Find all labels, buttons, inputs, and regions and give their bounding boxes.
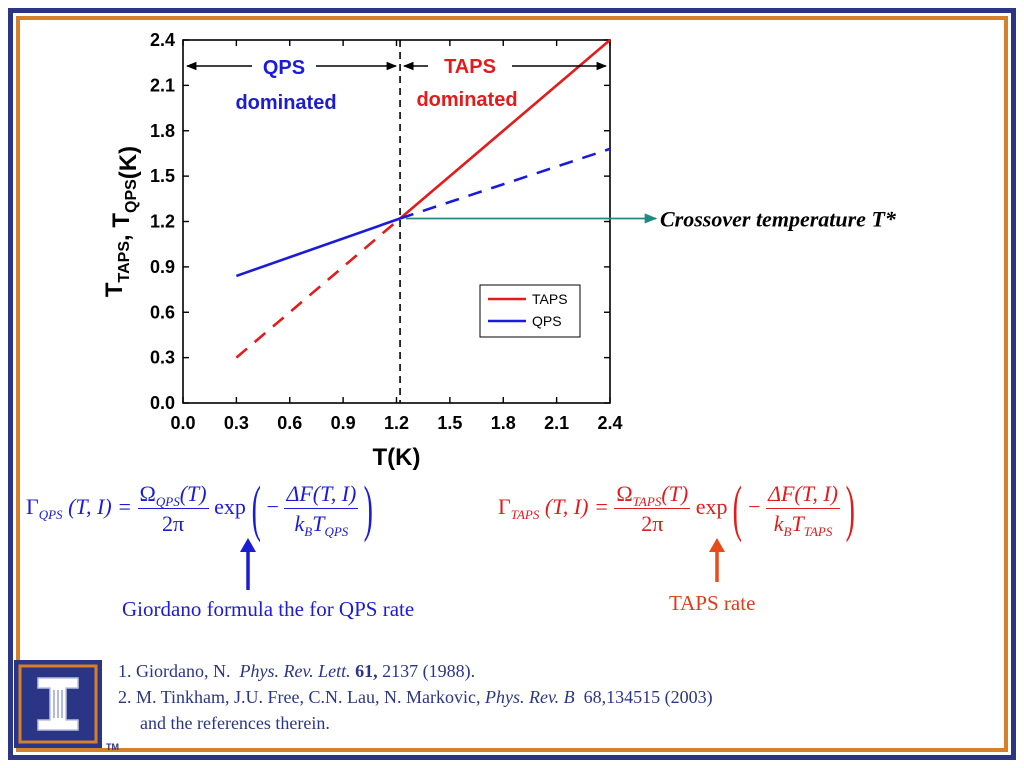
gamma-args: (T, I) = (544, 494, 609, 520)
exponent-fraction: ΔF(T, I) kBTTAPS (766, 481, 840, 539)
trademark-label: TM (106, 742, 119, 752)
gamma-symbol: Γ (498, 494, 511, 520)
y-tick-label: 0.3 (150, 348, 175, 368)
legend-box (479, 284, 581, 338)
taps-region-label: TAPS (444, 56, 496, 78)
x-tick-label: 2.1 (544, 413, 569, 433)
qps-region-sublabel: dominated (235, 92, 336, 114)
legend-label-taps: TAPS (532, 291, 568, 307)
minus-sign: − (748, 494, 761, 520)
series-taps-dashed (235, 217, 401, 359)
reference-1: 1. Giordano, N. Phys. Rev. Lett. 61, 213… (118, 658, 713, 684)
ref2-journal: Phys. Rev. B (485, 687, 575, 707)
qps-region-label: QPS (263, 57, 305, 79)
slide-frame-inner (16, 16, 1008, 752)
omega-subscript: TAPS (632, 494, 662, 509)
gamma-args: (T, I) = (68, 494, 132, 520)
gamma-subscript: TAPS (510, 507, 540, 523)
x-tick-label: 1.8 (491, 413, 516, 433)
taps-rate-equation: ΓTAPS (T, I) = ΩTAPS(T) 2π exp(− ΔF(T, I… (498, 475, 855, 543)
kb: k (773, 511, 784, 536)
y-tick-label: 0.6 (150, 302, 175, 322)
qps-arrow-icon (240, 538, 256, 590)
y-tick-label: 1.8 (150, 121, 175, 141)
y-tick-label: 1.5 (150, 166, 175, 186)
ref1-journal: Phys. Rev. Lett. (239, 661, 351, 681)
ref2-pages: 68,134515 (2003) (583, 687, 713, 707)
x-tick-label: 1.5 (437, 413, 462, 433)
omega-arg: (T) (179, 481, 207, 506)
y-tick-label: 1.2 (150, 212, 175, 232)
delta-f: ΔF(T, I) (768, 481, 838, 506)
prefactor-fraction: ΩQPS(T) 2π (137, 481, 209, 537)
x-tick-label: 0.6 (277, 413, 302, 433)
kb-subscript: B (304, 524, 313, 539)
x-tick-label: 1.2 (384, 413, 409, 433)
omega-symbol: Ω (616, 481, 633, 506)
x-axis-label: T(K) (373, 444, 421, 471)
chart: 0.0 0.3 0.6 0.9 1.2 1.5 1.8 2.1 2.4 0.0 0.3 0.6 0.9 1… (101, 30, 897, 471)
minus-sign: − (266, 494, 279, 520)
temperature-t: T (312, 511, 325, 536)
exp-label: exp (214, 494, 246, 520)
y-tick-label: 2.1 (150, 75, 175, 95)
y-tick-label: 2.4 (150, 30, 175, 50)
series-qps-dashed (399, 147, 611, 220)
gamma-subscript: QPS (38, 507, 63, 523)
omega-symbol: Ω (139, 481, 156, 506)
gamma-symbol: Γ (26, 494, 39, 520)
slide-frame-outer (8, 8, 1016, 760)
reference-2: 2. M. Tinkham, J.U. Free, C.N. Lau, N. M… (118, 684, 713, 710)
temperature-t: T (791, 511, 804, 536)
taps-caption: TAPS rate (669, 591, 756, 615)
qps-rate-equation: ΓQPS (T, I) = ΩQPS(T) 2π exp(− ΔF(T, I) … (26, 475, 374, 543)
taps-arrow-icon (709, 538, 725, 582)
omega-subscript: QPS (155, 494, 180, 509)
prefactor-fraction: ΩTAPS(T) 2π (614, 481, 691, 537)
kb: k (294, 511, 305, 536)
references: 1. Giordano, N. Phys. Rev. Lett. 61, 213… (118, 658, 713, 736)
y-axis-label: TTAPS, TQPS(K) (101, 146, 142, 297)
series-taps-solid (399, 39, 611, 220)
delta-f: ΔF(T, I) (286, 481, 357, 506)
x-tick-label: 0.9 (331, 413, 356, 433)
exp-label: exp (695, 494, 728, 520)
ref1-authors: 1. Giordano, N. (118, 661, 231, 681)
legend-label-qps: QPS (532, 313, 562, 329)
x-tick-label: 0.3 (224, 413, 249, 433)
reference-2-continued: and the references therein. (140, 713, 330, 733)
ref2-authors: 2. M. Tinkham, J.U. Free, C.N. Lau, N. M… (118, 687, 481, 707)
t-subscript: TAPS (803, 524, 833, 539)
exponent-fraction: ΔF(T, I) kBTQPS (284, 481, 359, 539)
university-block-i-icon (14, 660, 102, 748)
x-tick-label: 2.4 (597, 413, 622, 433)
y-tick-label: 0.0 (150, 393, 175, 413)
crossover-annotation: Crossover temperature T* (660, 206, 897, 231)
qps-caption: Giordano formula the for QPS rate (122, 597, 415, 621)
two-pi: 2π (161, 511, 185, 536)
series-qps-solid (235, 217, 401, 278)
taps-region-sublabel: dominated (416, 89, 517, 111)
kb-subscript: B (783, 524, 792, 539)
y-tick-label: 0.9 (150, 257, 175, 277)
omega-arg: (T) (661, 481, 689, 506)
ref1-volume: 61, (355, 661, 378, 681)
ref1-pages: 2137 (1988). (382, 661, 476, 681)
t-subscript: QPS (324, 524, 349, 539)
x-tick-label: 0.0 (170, 413, 195, 433)
two-pi: 2π (641, 511, 664, 536)
